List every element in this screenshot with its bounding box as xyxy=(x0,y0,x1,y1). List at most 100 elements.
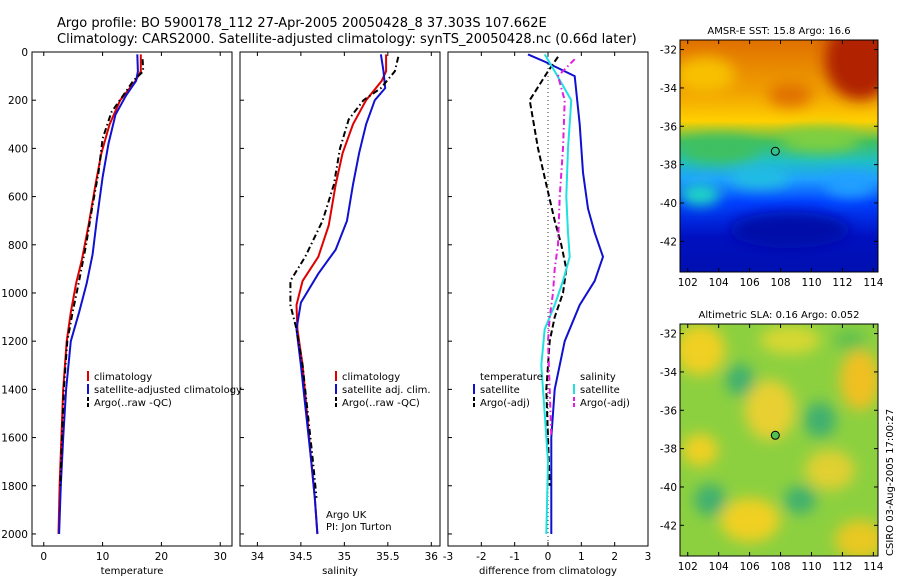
sst-map: AMSR-E SST: 15.8 Argo: 16.6 102 104 106 108… xyxy=(660,26,884,289)
series-line-3 xyxy=(59,59,145,486)
map-y-tick-label: -36 xyxy=(660,405,677,417)
map-x-tick-label: 104 xyxy=(709,277,729,289)
series-line-1 xyxy=(57,54,142,535)
x-tick-label: 30 xyxy=(214,551,227,563)
sla-map: Altimetric SLA: 0.16 Argo: 0.052 102 10 xyxy=(660,310,884,573)
y-tick-label: 1600 xyxy=(1,433,28,445)
x-tick-label: -3 xyxy=(443,551,453,563)
x-tick-label: 3 xyxy=(645,551,652,563)
map-y-tick-label: -32 xyxy=(660,45,677,57)
map-x-tick-label: 112 xyxy=(832,561,852,573)
map-x-tick-label: 104 xyxy=(709,561,729,573)
y-tick-label: 1800 xyxy=(1,481,28,493)
legend-label-2: satellite-adjusted climatology xyxy=(94,385,242,396)
map-y-tick-label: -40 xyxy=(660,482,677,494)
figure-title-line1: Argo profile: BO 5900178_112 27-Apr-2005… xyxy=(57,16,547,31)
map-y-tick-label: -42 xyxy=(660,520,677,532)
y-tick-label: 800 xyxy=(8,240,28,252)
sla-map-ticks: 102 104 106 108 110 112 114 -32 -34 -36 -38 -40 -42 xyxy=(660,324,884,573)
legend-label: Argo(-adj) xyxy=(480,398,530,409)
sst-map-field xyxy=(680,40,878,272)
y-tick-label: 200 xyxy=(8,95,28,107)
legend-label-3: Argo(..raw -QC) xyxy=(94,398,172,409)
series-line-1 xyxy=(527,53,605,534)
y-tick-label: 400 xyxy=(8,143,28,155)
map-x-tick-label: 106 xyxy=(740,561,760,573)
map-y-tick-label: -40 xyxy=(660,198,677,210)
legend-label-1: climatology xyxy=(342,372,400,383)
x-tick-label: 2 xyxy=(611,551,618,563)
plot-frame xyxy=(31,51,233,547)
legend-label-1: climatology xyxy=(94,372,152,383)
sst-map-ticks: 102 104 106 108 110 112 114 -32 -34 -36 -38 -40 -42 xyxy=(660,40,884,289)
y-tick-label: 0 xyxy=(21,47,28,59)
y-tick-label: 1000 xyxy=(1,288,28,300)
y-tick-label: 1400 xyxy=(1,384,28,396)
x-tick-label: 35 xyxy=(338,551,351,563)
x-tick-label: 36 xyxy=(425,551,439,563)
x-axis-label: temperature xyxy=(101,566,164,577)
profile-panel-1: 0 10 20 30 0 200 400 600 800 1000 1200 1400 1600 1800… xyxy=(1,47,242,577)
profile-panels: 0 10 20 30020040060080010001200140016001800… xyxy=(1,47,651,577)
y-tick-label: 2000 xyxy=(1,529,28,541)
series-line-4 xyxy=(546,58,576,438)
x-tick-label: 0 xyxy=(545,551,552,563)
map-x-tick-label: 102 xyxy=(678,277,698,289)
x-tick-label: 1 xyxy=(578,551,585,563)
profile-panel-3: -3 -2 -1 0 1 2 3 difference from climatology tem… xyxy=(443,51,652,577)
annotation-line-1: Argo UK xyxy=(326,510,367,521)
sla-map-field xyxy=(680,324,878,556)
x-tick-label: -2 xyxy=(476,551,486,563)
map-y-tick-label: -32 xyxy=(660,329,677,341)
map-x-tick-label: 102 xyxy=(678,561,698,573)
legend-label-3: Argo(..raw -QC) xyxy=(342,398,420,409)
legend-label-2: satellite adj. clim. xyxy=(342,385,431,396)
series-line-2 xyxy=(528,56,568,486)
map-y-tick-label: -34 xyxy=(660,367,677,379)
series-line-2 xyxy=(295,54,387,535)
map-x-tick-label: 114 xyxy=(863,561,883,573)
map-y-tick-label: -38 xyxy=(660,444,677,456)
map-y-tick-label: -42 xyxy=(660,236,677,248)
x-tick-label: -1 xyxy=(509,551,519,563)
map-x-tick-label: 106 xyxy=(740,277,760,289)
x-axis-label: salinity xyxy=(322,566,358,577)
map-x-tick-label: 112 xyxy=(832,277,852,289)
legend-label: satellite xyxy=(580,385,620,396)
series-line-3 xyxy=(289,56,400,498)
sla-argo-location-marker xyxy=(770,430,780,440)
series-line-3 xyxy=(540,53,573,535)
x-tick-label: 10 xyxy=(96,551,109,563)
map-x-tick-label: 110 xyxy=(801,561,821,573)
x-tick-label: 0 xyxy=(40,551,47,563)
legend-group-header-2: salinity xyxy=(580,372,616,383)
sst-argo-location-marker xyxy=(770,146,780,156)
legend-label: satellite xyxy=(480,385,520,396)
credit-text: CSIRO 03-Aug-2005 17:00:27 xyxy=(885,409,896,556)
map-y-tick-label: -38 xyxy=(660,160,677,172)
x-tick-label: 35.5 xyxy=(376,551,399,563)
map-x-tick-label: 108 xyxy=(771,277,791,289)
series-line-1 xyxy=(295,54,388,535)
annotation-line-2: PI: Jon Turton xyxy=(326,522,392,533)
profile-panel-2: 34 34.5 35 35.5 36 salinity climatology satelli… xyxy=(239,51,441,577)
map-x-tick-label: 114 xyxy=(863,277,883,289)
sla-map-title: Altimetric SLA: 0.16 Argo: 0.052 xyxy=(699,310,860,321)
map-y-tick-label: -36 xyxy=(660,121,677,133)
map-x-tick-label: 108 xyxy=(771,561,791,573)
sla-map-frame xyxy=(679,323,879,557)
x-tick-label: 20 xyxy=(155,551,168,563)
sst-map-frame xyxy=(679,39,879,273)
sst-map-title: AMSR-E SST: 15.8 Argo: 16.6 xyxy=(707,26,850,37)
series-line-2 xyxy=(58,54,139,535)
legend-group-header-1: temperature xyxy=(480,372,543,383)
x-axis-label: difference from climatology xyxy=(479,566,617,577)
map-y-tick-label: -34 xyxy=(660,83,677,95)
legend-label: Argo(-adj) xyxy=(580,398,630,409)
y-tick-label: 1200 xyxy=(1,336,28,348)
y-tick-label: 600 xyxy=(8,192,28,204)
figure-title-line2: Climatology: CARS2000. Satellite-adjuste… xyxy=(57,32,637,47)
plot-frame xyxy=(239,51,441,547)
map-x-tick-label: 110 xyxy=(801,277,821,289)
